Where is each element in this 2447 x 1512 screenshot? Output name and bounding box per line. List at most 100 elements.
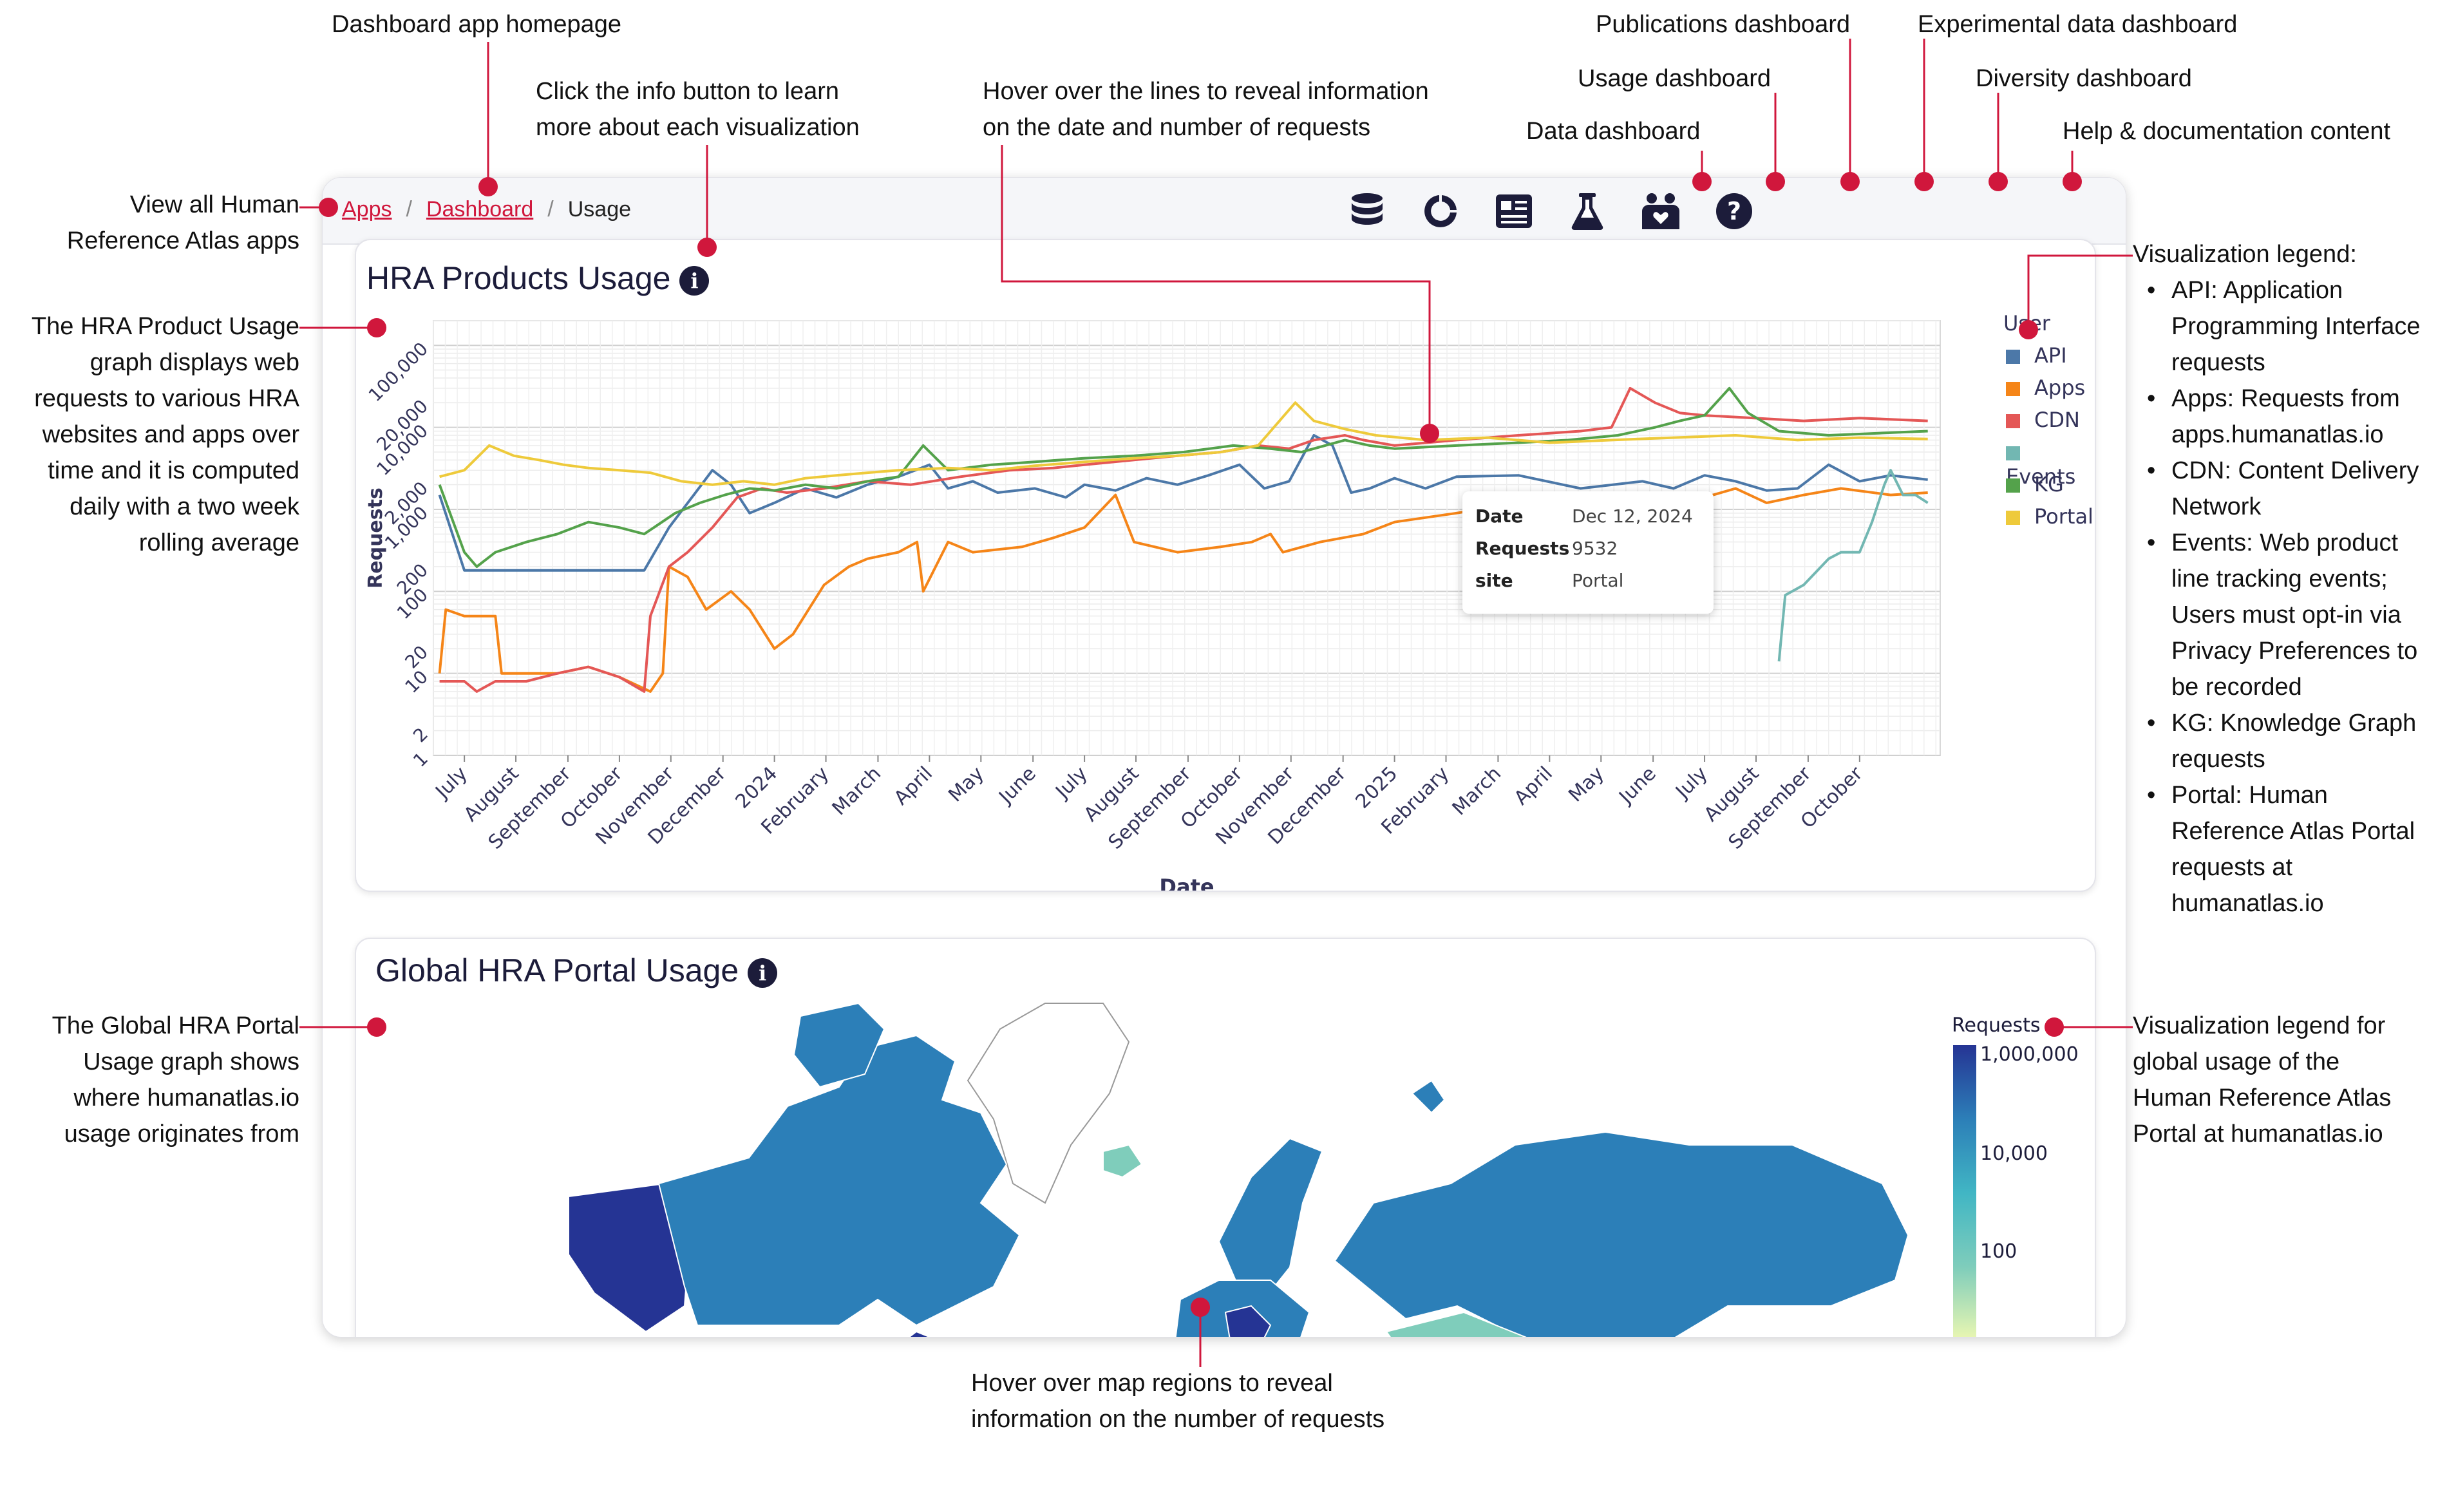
series-line-cdn[interactable] (439, 386, 1928, 693)
people-heart-icon[interactable] (1640, 191, 1681, 232)
tooltip-date-label: Date (1475, 506, 1524, 527)
annotation-line: Visualization legend for (2133, 1012, 2386, 1039)
annotation-dashboard-home: Dashboard app homepage (332, 11, 622, 38)
series-line-api[interactable] (438, 434, 1928, 572)
annotation-usage: Usage dashboard (1578, 65, 1771, 92)
annotation-line: information on the number of requests (971, 1406, 1385, 1433)
breadcrumb-dashboard-link[interactable]: Dashboard (426, 197, 534, 222)
callout-dot (1766, 172, 1785, 191)
annotation-experimental: Experimental data dashboard (1918, 11, 2238, 38)
product-usage-title-row: HRA Products Usage i (366, 260, 710, 297)
map-region-svalbard[interactable] (1411, 1079, 1446, 1114)
legend-item-kg[interactable]: KG (2006, 472, 2064, 496)
annotation-line: The HRA Product Usage (31, 313, 299, 340)
legend-label: Apps (2034, 375, 2086, 400)
map-region-germany-core[interactable] (1224, 1305, 1272, 1337)
annotation-line: Apps: Requests from (2171, 385, 2400, 412)
annotation-line: Network (2171, 493, 2262, 520)
breadcrumb-separator: / (406, 197, 412, 222)
callout-dot (1840, 172, 1860, 191)
annotation-line: daily with a two week (70, 493, 299, 520)
map-region-iceland[interactable] (1102, 1144, 1143, 1178)
donut-chart-icon[interactable] (1420, 191, 1461, 232)
tooltip-requests-label: Requests (1475, 538, 1570, 559)
series-line-kg[interactable] (438, 386, 1928, 568)
info-icon[interactable]: i (679, 265, 710, 296)
annotation-line: Reference Atlas apps (66, 227, 299, 254)
callout-dot (319, 198, 338, 217)
app-window: Apps / Dashboard / Usage ? HRA Products Usag… (322, 177, 2126, 1337)
global-usage-title-row: Global HRA Portal Usage i (375, 952, 778, 989)
series-line-portal[interactable] (439, 401, 1928, 486)
bullet: • (2147, 782, 2156, 809)
bullet: • (2147, 457, 2156, 484)
legend-item-api[interactable]: API (2006, 343, 2067, 368)
annotation-line: KG: Knowledge Graph (2171, 710, 2417, 737)
callout-dot (1989, 172, 2008, 191)
callout-dot (478, 177, 498, 196)
annotation-line: global usage of the (2133, 1048, 2340, 1075)
annotation-line: line tracking events; (2171, 565, 2388, 592)
annotation-line: requests (2171, 746, 2265, 773)
world-map[interactable] (356, 939, 2095, 1337)
annotation-line: Hover over map regions to reveal (971, 1370, 1333, 1397)
annotation-line: Visualization legend: (2133, 241, 2357, 268)
map-legend-tick: 100 (1980, 1240, 2017, 1263)
annotation-line: rolling average (138, 529, 299, 556)
legend-swatch (2006, 478, 2020, 493)
annotation-line: apps.humanatlas.io (2171, 421, 2384, 448)
tooltip-site-value: Portal (1572, 570, 1624, 591)
map-region-canada-islands[interactable] (793, 1002, 885, 1088)
legend-label: API (2034, 343, 2067, 368)
annotation-line: Click the info button to learn (536, 78, 840, 105)
help-icon[interactable]: ? (1714, 191, 1755, 232)
product-usage-chart[interactable]: 1210201002001,0002,00010,00020,000100,00… (356, 240, 2095, 891)
legend-label: KG (2034, 472, 2064, 496)
legend-label: Portal (2034, 504, 2093, 529)
annotation-line: requests to various HRA (34, 385, 299, 412)
legend-item-apps[interactable]: Apps (2006, 375, 2085, 400)
legend-swatch (2006, 446, 2020, 460)
annotation-legend-item: • API: Application Programming Interface re… (2133, 272, 2442, 381)
annotation-line: time and it is computed (48, 457, 299, 484)
annotation-line: Portal at humanatlas.io (2133, 1120, 2383, 1148)
annotation-legend-item: • Events: Web product line tracking events… (2133, 525, 2442, 705)
map-region-greenland[interactable] (967, 1003, 1130, 1204)
series-line-events[interactable] (1777, 469, 1929, 662)
map-legend-colorbar (1953, 1045, 1976, 1337)
breadcrumb-apps-link[interactable]: Apps (342, 197, 392, 222)
legend-swatch (2006, 414, 2020, 428)
breadcrumb-separator: / (547, 197, 554, 222)
callout-dot (697, 238, 717, 257)
annotation-line: graph displays web (90, 349, 299, 376)
map-region-central-asia[interactable] (1385, 1311, 1528, 1337)
top-bar: Apps / Dashboard / Usage ? (323, 178, 2126, 245)
annotation-hover-lines: Hover over the lines to reveal informati… (983, 73, 1429, 146)
annotation-info-button: Click the info button to learn more abou… (536, 73, 860, 146)
bullet: • (2147, 385, 2156, 412)
legend-item-cdn[interactable]: CDN (2006, 408, 2080, 432)
bullet: • (2147, 277, 2156, 304)
legend-swatch (2006, 511, 2020, 525)
database-icon[interactable] (1346, 191, 1388, 232)
chart-gridlines (433, 320, 1941, 756)
legend-item-portal[interactable]: Portal (2006, 504, 2093, 529)
product-usage-card: HRA Products Usage i 1 2 10 20 100 200 1,000 2,0… (355, 239, 2096, 892)
map-region-canada[interactable] (657, 1034, 1021, 1327)
annotation-legend-item: • Apps: Requests from apps.humanatlas.io (2133, 381, 2442, 453)
callout-dot (2019, 320, 2038, 339)
flask-icon[interactable] (1567, 191, 1608, 232)
annotation-line: humanatlas.io (2171, 890, 2324, 917)
callout-dot (367, 1017, 386, 1037)
breadcrumb-current: Usage (567, 197, 632, 222)
annotation-line: The Global HRA Portal (52, 1012, 299, 1039)
chart-tooltip: Date Dec 12, 2024 Requests 9532 site Por… (1462, 491, 1714, 614)
annotation-view-all: View all Human Reference Atlas apps (13, 187, 299, 259)
tooltip-date-value: Dec 12, 2024 (1572, 506, 1693, 527)
annotation-line: Programming Interface (2171, 313, 2421, 340)
annotation-line: View all Human (129, 191, 299, 218)
annotation-legend-item: • KG: Knowledge Graph requests (2133, 705, 2442, 777)
newspaper-icon[interactable] (1493, 191, 1535, 232)
info-icon[interactable]: i (748, 958, 778, 988)
map-region-usa[interactable] (672, 1330, 949, 1337)
